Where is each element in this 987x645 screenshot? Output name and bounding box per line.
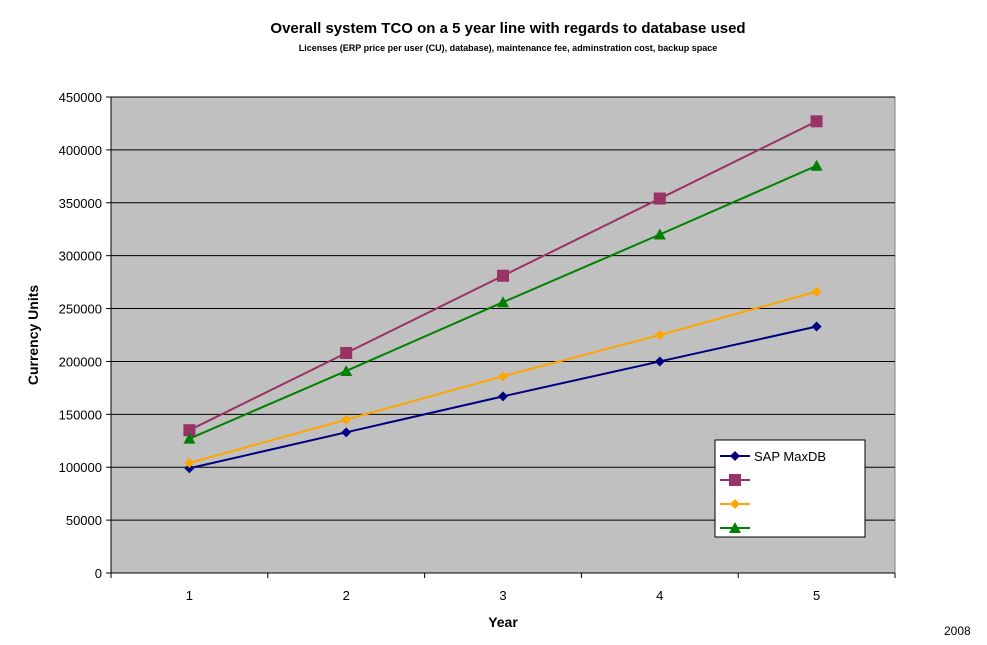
x-tick-label: 3 [499, 588, 506, 603]
y-tick-label: 100000 [59, 460, 102, 475]
chart-subtitle: Licenses (ERP price per user (CU), datab… [298, 43, 718, 53]
gridlines [111, 96, 895, 521]
data-point [498, 371, 508, 382]
y-tick-label: 350000 [59, 196, 102, 211]
legend-entry [720, 499, 750, 509]
data-point [184, 457, 195, 468]
y-tick-label: 400000 [59, 143, 102, 158]
data-point [653, 192, 666, 205]
series-layer [183, 115, 823, 474]
data-point [497, 269, 509, 282]
data-point [184, 463, 195, 474]
x-tick-label: 2 [343, 588, 350, 603]
data-point [340, 346, 353, 359]
legend-entry: SAP MaxDB [720, 449, 826, 464]
y-tick-label: 200000 [59, 354, 102, 369]
series-2 [183, 115, 823, 437]
data-point [810, 115, 823, 128]
data-point [654, 356, 665, 367]
data-point [498, 391, 508, 402]
legend-marker [729, 522, 741, 533]
series-3 [184, 286, 822, 468]
legend: SAP MaxDB [714, 439, 866, 538]
legend-entry [720, 522, 750, 533]
data-point [653, 228, 666, 240]
legend-marker [730, 451, 740, 461]
chart-title: Overall system TCO on a 5 year line with… [270, 20, 746, 37]
data-point [183, 424, 196, 437]
legend-label: SAP MaxDB [754, 449, 826, 464]
x-axis-title: Year [488, 614, 518, 630]
data-point [811, 286, 822, 297]
y-axis-title: Currency Units [25, 285, 41, 386]
series-1 [184, 321, 822, 474]
year-note: 2008 [944, 624, 971, 638]
data-point [810, 159, 823, 171]
data-point [811, 321, 822, 332]
y-tick-label: 150000 [59, 407, 102, 422]
x-tick-label: 1 [186, 588, 193, 603]
y-tick-label: 300000 [59, 249, 102, 264]
data-point [654, 330, 665, 340]
y-tick-label: 250000 [59, 302, 102, 317]
data-point [341, 414, 352, 425]
y-tick-label: 0 [95, 566, 102, 581]
axes: 0 50000 100000 150000 200000 250000 300000 3500… [59, 90, 896, 603]
data-point [497, 296, 509, 308]
data-point [183, 432, 196, 444]
y-tick-label: 50000 [66, 513, 102, 528]
legend-entry [720, 474, 750, 486]
data-point [341, 427, 352, 438]
data-point [340, 364, 353, 376]
series-4 [183, 159, 823, 444]
legend-marker [730, 499, 740, 509]
y-tick-label: 450000 [59, 90, 102, 105]
x-tick-label: 4 [656, 588, 663, 603]
x-tick-label: 5 [813, 588, 820, 603]
legend-marker [729, 474, 741, 486]
